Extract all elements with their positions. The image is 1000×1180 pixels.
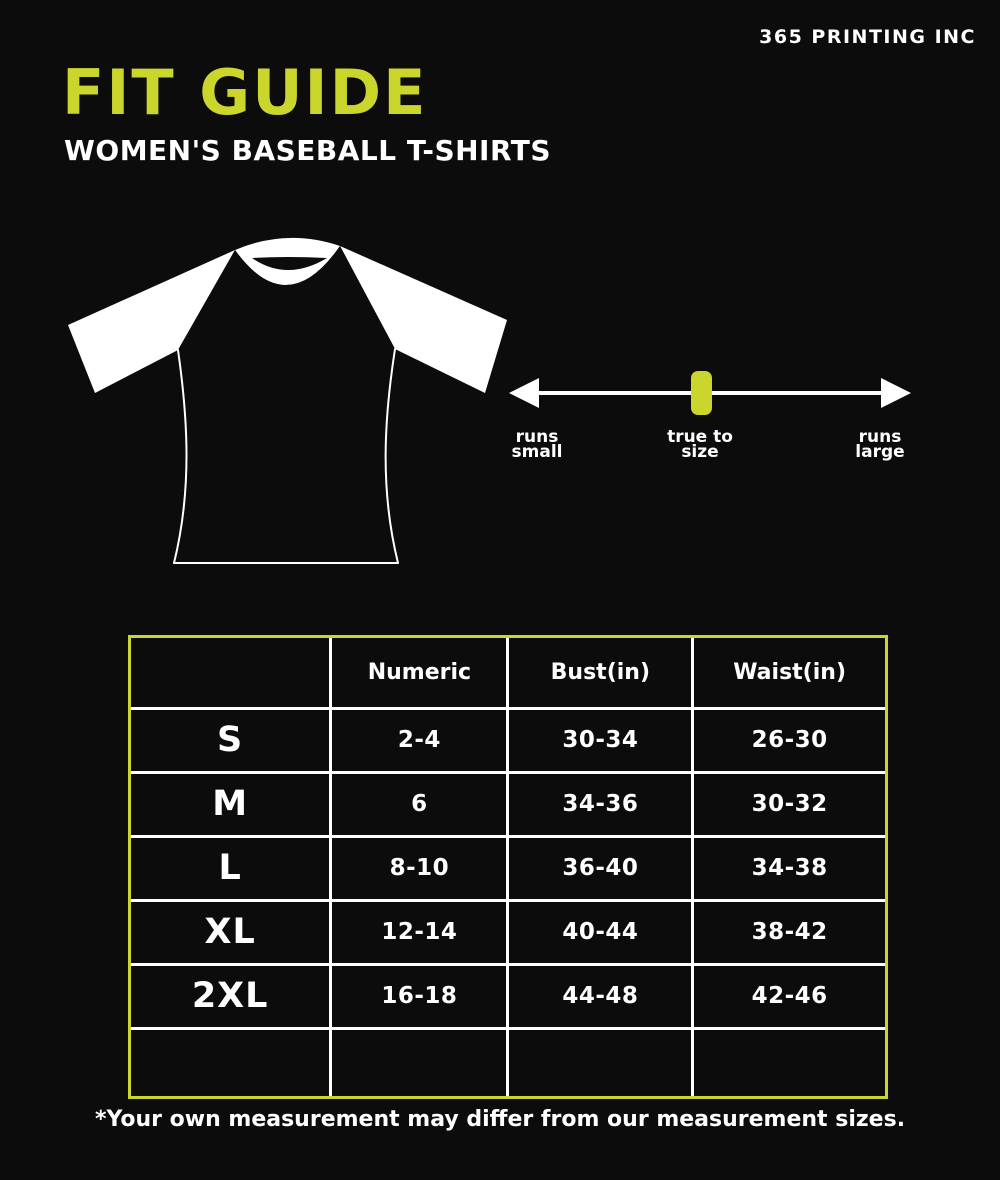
table-row-empty [129, 1026, 887, 1098]
table-row-m: M 6 34-36 30-32 [129, 770, 887, 838]
size-cell: M [129, 770, 333, 838]
page-title: FIT GUIDE [62, 56, 428, 129]
table-cell: 34-36 [506, 770, 695, 838]
size-cell: L [129, 834, 333, 902]
page-subtitle: WOMEN'S BASEBALL T-SHIRTS [64, 134, 552, 167]
table-cell: 36-40 [506, 834, 695, 902]
tshirt-neck-opening [252, 257, 327, 270]
tshirt-svg [68, 237, 507, 564]
tshirt-right-outline [384, 348, 399, 564]
tshirt-left-sleeve [68, 250, 235, 393]
table-cell: 16-18 [329, 962, 510, 1030]
table-cell [329, 1026, 510, 1098]
fit-scale-label-runs-small: runs small [511, 427, 563, 462]
table-cell: 30-34 [506, 706, 695, 774]
table-cell: 12-14 [329, 898, 510, 966]
table-row-s: S 2-4 30-34 26-30 [129, 706, 887, 774]
fit-scale [505, 363, 915, 427]
fit-scale-marker [691, 371, 712, 415]
fit-scale-label-runs-large: runs large [855, 427, 905, 462]
table-cell: 42-46 [691, 962, 887, 1030]
size-cell: XL [129, 898, 333, 966]
table-header-row: Numeric Bust(in) Waist(in) [129, 636, 887, 710]
tshirt-body [174, 246, 398, 563]
table-cell: 30-32 [691, 770, 887, 838]
header-bust: Bust(in) [506, 636, 695, 710]
table-cell: 34-38 [691, 834, 887, 902]
fit-scale-label-true-to-size: true to size [667, 427, 733, 462]
header-size [129, 636, 333, 710]
tshirt-right-sleeve [340, 246, 507, 393]
table-cell: 6 [329, 770, 510, 838]
size-cell: 2XL [129, 962, 333, 1030]
arrow-right-icon [881, 378, 911, 408]
table-cell [691, 1026, 887, 1098]
size-table: Numeric Bust(in) Waist(in) S 2-4 30-34 2… [129, 636, 887, 1098]
table-cell [506, 1026, 695, 1098]
baseball-tshirt-illustration [55, 225, 515, 579]
table-row-xl: XL 12-14 40-44 38-42 [129, 898, 887, 966]
size-cell: S [129, 706, 333, 774]
header-waist: Waist(in) [691, 636, 887, 710]
table-row-2xl: 2XL 16-18 44-48 42-46 [129, 962, 887, 1030]
table-cell: 8-10 [329, 834, 510, 902]
table-cell: 38-42 [691, 898, 887, 966]
table-cell: 40-44 [506, 898, 695, 966]
size-table-container: Numeric Bust(in) Waist(in) S 2-4 30-34 2… [128, 635, 888, 1099]
arrow-left-icon [509, 378, 539, 408]
size-cell [129, 1026, 333, 1098]
tshirt-left-outline [173, 349, 188, 564]
header-numeric: Numeric [329, 636, 510, 710]
table-cell: 26-30 [691, 706, 887, 774]
brand-name: 365 PRINTING INC [759, 26, 976, 48]
table-row-l: L 8-10 36-40 34-38 [129, 834, 887, 902]
fit-scale-svg [509, 371, 911, 415]
table-cell: 2-4 [329, 706, 510, 774]
table-cell: 44-48 [506, 962, 695, 1030]
measurement-disclaimer: *Your own measurement may differ from ou… [94, 1107, 906, 1132]
